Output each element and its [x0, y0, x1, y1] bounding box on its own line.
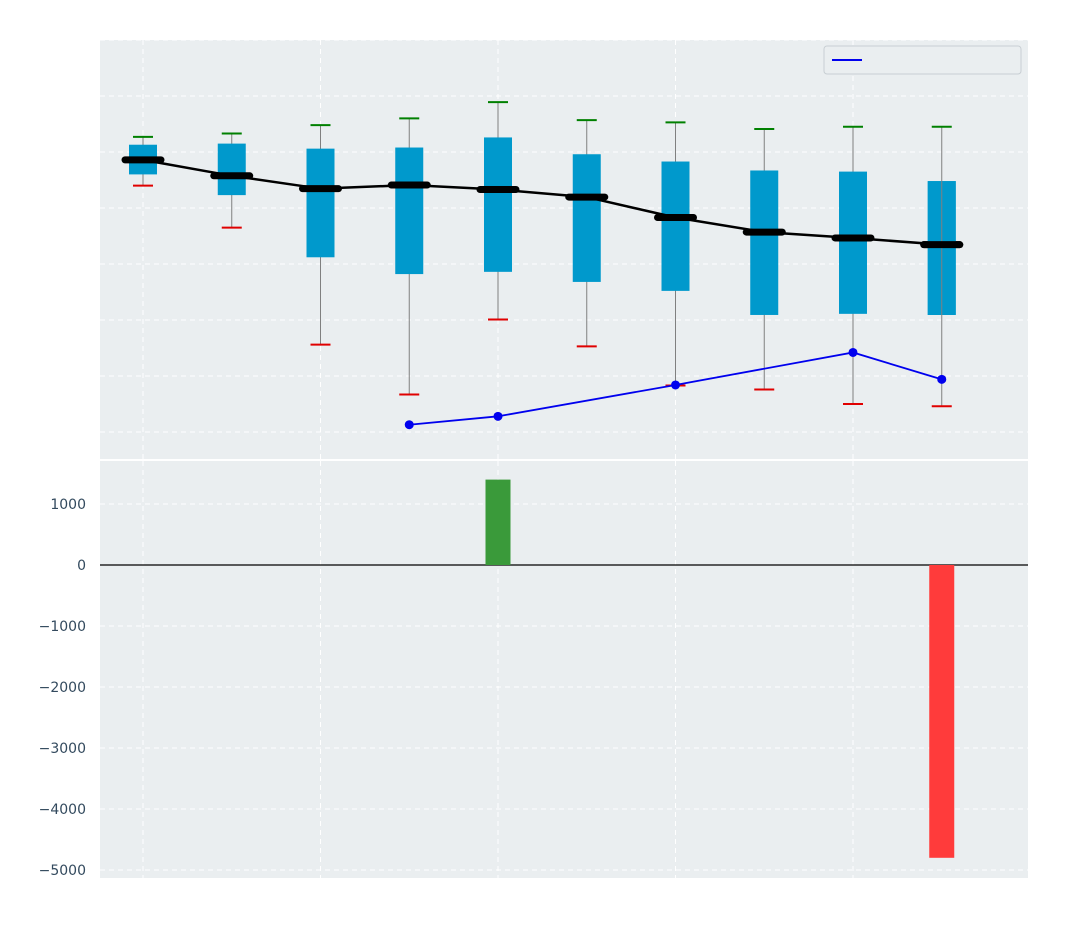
bottom-plot-area	[100, 461, 1028, 878]
bottom-y-tick-label: −2000	[39, 680, 86, 696]
company-point	[848, 347, 858, 357]
box-iqr	[750, 170, 779, 315]
top-plot-area	[100, 40, 1028, 459]
bottom-y-tick-label: −1000	[39, 619, 86, 635]
box-iqr	[395, 147, 424, 275]
company-point	[404, 420, 414, 430]
median-line	[142, 158, 942, 246]
bottom-y-tick-label: 0	[77, 558, 86, 574]
bottom-y-tick-label: −4000	[39, 802, 86, 818]
box-iqr	[484, 137, 512, 272]
change-bar	[485, 479, 511, 565]
bottom-y-tick-label: −5000	[39, 863, 86, 879]
box-iqr	[572, 154, 601, 282]
company-point	[937, 374, 947, 384]
company-point	[493, 411, 503, 421]
change-bar	[929, 565, 955, 858]
box-iqr	[306, 148, 335, 258]
box-iqr	[661, 161, 690, 291]
bottom-y-tick-label: −3000	[39, 741, 86, 757]
bottom-y-tick-label: 1000	[50, 497, 86, 513]
company-point	[671, 380, 680, 390]
box-iqr	[839, 171, 867, 314]
legend-box	[823, 45, 1022, 75]
box-iqr	[217, 143, 246, 196]
